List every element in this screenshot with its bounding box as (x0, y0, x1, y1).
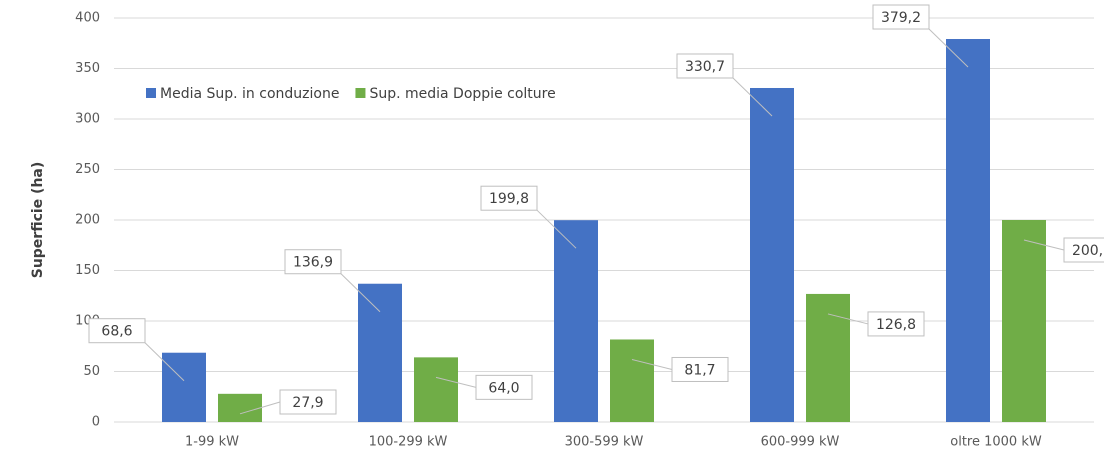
y-tick-label: 250 (75, 162, 100, 177)
data-label: 136,9 (293, 255, 333, 271)
callout-box (475, 374, 533, 400)
data-label: 200,0 (1072, 243, 1104, 259)
y-tick-label: 300 (75, 112, 100, 127)
callout-box (284, 249, 342, 275)
callout-leader (631, 358, 673, 370)
y-tick-label: 50 (83, 364, 100, 379)
y-tick-label: 0 (92, 415, 100, 430)
callout-box (1063, 237, 1104, 263)
callout-box (671, 356, 729, 382)
data-label: 330,7 (685, 59, 725, 75)
x-tick-label: 1-99 kW (185, 435, 239, 450)
callout-leader (239, 401, 281, 415)
bar (806, 293, 850, 422)
callout-leader (144, 342, 185, 382)
y-tick-label: 400 (75, 11, 100, 26)
bar (554, 220, 598, 422)
bar (218, 393, 262, 422)
callout-leader (1023, 239, 1065, 251)
data-label: 126,8 (876, 317, 916, 333)
data-label: 64,0 (488, 380, 519, 396)
data-label: 27,9 (292, 395, 323, 411)
callout-box (279, 389, 337, 415)
bar (610, 339, 654, 422)
x-tick-label: 600-999 kW (761, 435, 840, 450)
callout-leader (536, 209, 577, 249)
callout-leader (435, 376, 477, 388)
callout-leader (732, 77, 773, 117)
callout-leader (340, 273, 381, 313)
bar (162, 352, 206, 422)
legend-swatch (355, 88, 366, 98)
data-label: 199,8 (489, 191, 529, 207)
y-tick-label: 150 (75, 263, 100, 278)
bar (1002, 220, 1046, 422)
bar (946, 39, 990, 423)
y-tick-label: 350 (75, 61, 100, 76)
legend-swatch (146, 88, 156, 98)
x-tick-label: oltre 1000 kW (950, 435, 1042, 450)
legend-label: Sup. media Doppie colture (369, 86, 555, 102)
callout-leader (928, 28, 969, 68)
data-label: 81,7 (684, 362, 715, 378)
data-label: 379,2 (881, 10, 921, 26)
legend-label: Media Sup. in conduzione (160, 86, 339, 102)
callout-box (867, 311, 925, 337)
bar (414, 357, 458, 422)
y-tick-label: 200 (75, 213, 100, 228)
bar (750, 87, 794, 423)
callout-box (872, 4, 930, 30)
callout-box (88, 318, 146, 344)
callout-box (480, 185, 538, 211)
x-tick-label: 300-599 kW (565, 435, 644, 450)
x-tick-label: 100-299 kW (369, 435, 448, 450)
data-label: 68,6 (101, 324, 132, 340)
y-axis-title: Superficie (ha) (30, 162, 46, 279)
bar (358, 283, 402, 422)
callout-leader (827, 313, 869, 325)
callout-box (676, 53, 734, 79)
